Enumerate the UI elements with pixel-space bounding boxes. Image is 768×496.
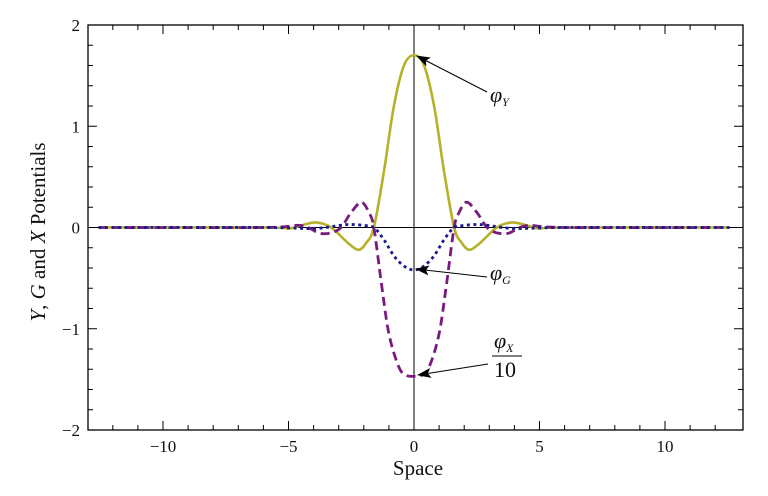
svg-text:φY: φY	[490, 82, 510, 109]
series-line-phi-y	[98, 54, 730, 252]
x-axis-title: Space	[393, 456, 443, 480]
arrow-phi-x	[417, 363, 489, 378]
series-group	[98, 54, 730, 378]
y-tick-label: −2	[62, 421, 80, 440]
axis-ticks	[88, 24, 743, 431]
annotation-phi-x: φX 10	[417, 328, 522, 382]
x-tick-label: 0	[410, 437, 419, 456]
series-line-phi-x	[98, 200, 730, 378]
annotation-phi-g: φG	[415, 260, 511, 287]
y-axis-title: Y, G and X Potentials	[26, 142, 50, 321]
annotation-phi-y: φY	[416, 55, 510, 109]
series-line-phi-g	[98, 223, 730, 272]
x-tick-label: 10	[657, 437, 674, 456]
y-tick-label: 1	[72, 117, 81, 136]
x-tick-label: −10	[150, 437, 177, 456]
plot-frame	[87, 24, 744, 431]
y-tick-label: −1	[62, 320, 80, 339]
svg-text:φX: φX	[494, 328, 514, 355]
svg-text:10: 10	[494, 357, 516, 382]
y-tick-label: 0	[72, 219, 81, 238]
x-tick-label: −5	[279, 437, 297, 456]
y-tick-label: 2	[72, 16, 81, 35]
x-tick-label: 5	[535, 437, 544, 456]
svg-text:φG: φG	[490, 260, 511, 287]
arrow-phi-g	[415, 265, 488, 278]
arrow-phi-y	[416, 55, 488, 93]
